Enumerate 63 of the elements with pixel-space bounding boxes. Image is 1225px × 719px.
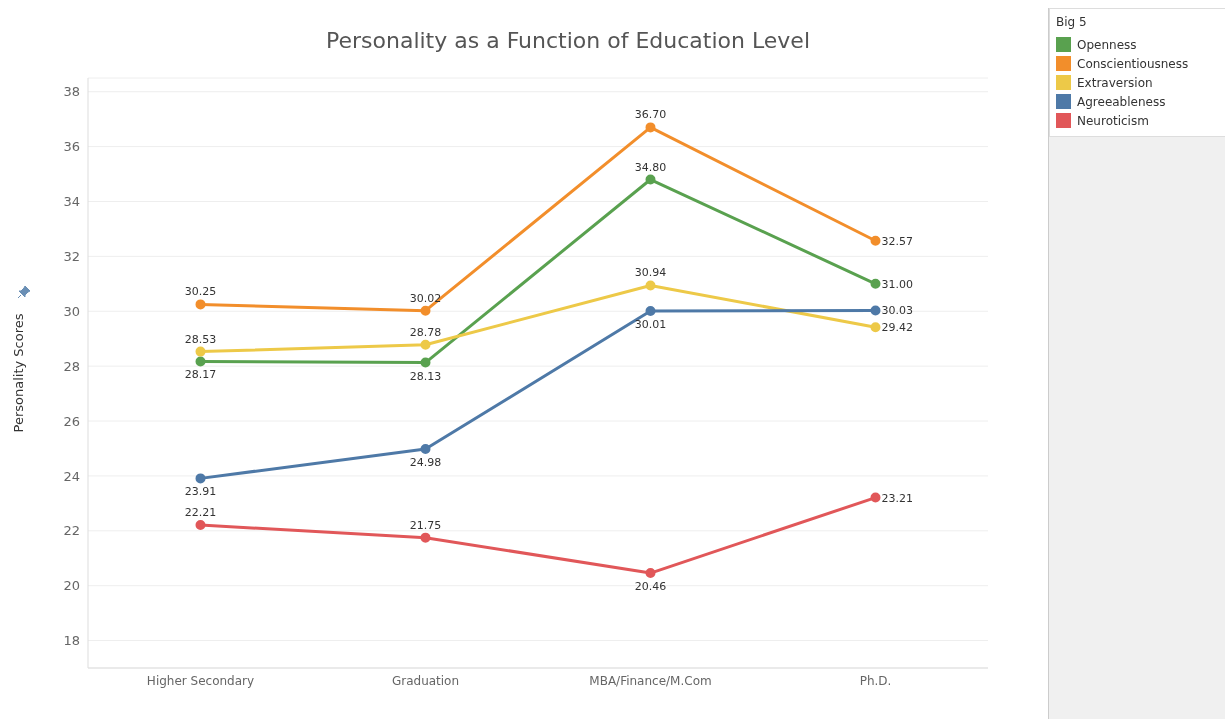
data-label: 23.21 bbox=[881, 491, 913, 505]
chart-title: Personality as a Function of Education Level bbox=[324, 28, 811, 53]
point bbox=[870, 278, 881, 289]
point bbox=[420, 305, 431, 316]
point bbox=[195, 299, 206, 310]
data-label: 23.91 bbox=[184, 485, 217, 499]
x-tick-label: Higher Secondary bbox=[146, 673, 255, 688]
y-tick-label: 20 bbox=[63, 578, 80, 594]
y-tick-label: 22 bbox=[63, 523, 80, 539]
point bbox=[195, 356, 206, 367]
point bbox=[645, 305, 656, 316]
data-label: 31.00 bbox=[881, 277, 913, 291]
data-label: 30.03 bbox=[881, 304, 913, 318]
data-label: 21.75 bbox=[409, 518, 442, 532]
data-label: 34.80 bbox=[634, 160, 667, 174]
y-tick-label: 24 bbox=[63, 468, 80, 484]
point bbox=[195, 346, 206, 357]
data-label: 28.53 bbox=[184, 332, 217, 346]
point bbox=[195, 520, 206, 531]
y-tick-label: 30 bbox=[63, 303, 80, 319]
point bbox=[420, 357, 431, 368]
data-label: 20.46 bbox=[634, 580, 667, 594]
point bbox=[645, 280, 656, 291]
y-tick-label: 32 bbox=[63, 248, 80, 264]
y-tick-label: 38 bbox=[63, 84, 80, 100]
y-tick-label: 26 bbox=[63, 413, 80, 429]
data-label: 30.25 bbox=[184, 285, 217, 299]
data-label: 24.98 bbox=[409, 456, 442, 470]
point bbox=[645, 568, 656, 579]
point bbox=[870, 305, 881, 316]
legend-label: Neuroticism bbox=[1077, 113, 1149, 128]
x-tick-label: Ph.D. bbox=[859, 673, 892, 688]
legend-title: Big 5 bbox=[1056, 15, 1088, 29]
data-label: 30.02 bbox=[409, 291, 442, 305]
data-label: 28.17 bbox=[184, 368, 217, 382]
data-label: 22.21 bbox=[184, 506, 217, 520]
legend-label: Openness bbox=[1077, 37, 1137, 52]
data-label: 32.57 bbox=[881, 234, 913, 248]
legend-label: Conscientiousness bbox=[1077, 56, 1189, 71]
y-tick-label: 34 bbox=[63, 194, 80, 210]
y-tick-label: 18 bbox=[63, 633, 80, 649]
x-tick-label: MBA/Finance/M.Com bbox=[589, 673, 712, 688]
data-label: 28.78 bbox=[409, 325, 442, 339]
point bbox=[420, 339, 431, 350]
y-tick-label: 28 bbox=[63, 358, 80, 374]
x-tick-label: Graduation bbox=[391, 673, 460, 688]
point bbox=[420, 532, 431, 543]
point bbox=[645, 122, 656, 133]
point bbox=[195, 473, 206, 484]
point bbox=[645, 174, 656, 185]
data-label: 28.13 bbox=[409, 369, 442, 383]
point bbox=[870, 322, 881, 333]
data-label: 36.70 bbox=[634, 108, 667, 122]
point bbox=[420, 444, 431, 455]
point bbox=[870, 492, 881, 503]
data-label: 29.42 bbox=[881, 321, 913, 335]
y-axis-title: Personality Scores bbox=[10, 313, 26, 433]
data-label: 30.01 bbox=[634, 317, 667, 331]
y-tick-label: 36 bbox=[63, 139, 80, 155]
data-label: 30.94 bbox=[634, 266, 667, 280]
legend-label: Agreeableness bbox=[1077, 94, 1166, 109]
legend-label: Extraversion bbox=[1077, 75, 1153, 90]
point bbox=[870, 235, 881, 246]
